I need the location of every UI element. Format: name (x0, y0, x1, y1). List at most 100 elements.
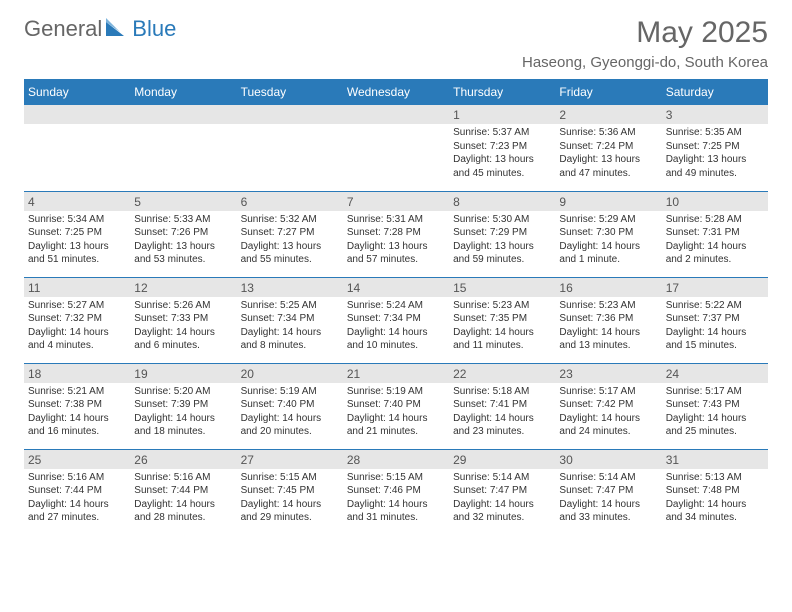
calendar-day-cell: 22Sunrise: 5:18 AMSunset: 7:41 PMDayligh… (449, 363, 555, 449)
sunset-line: Sunset: 7:26 PM (134, 226, 232, 240)
day-number: 15 (449, 278, 555, 297)
daylight-line: Daylight: 14 hours and 15 minutes. (666, 326, 764, 353)
day-data: Sunrise: 5:13 AMSunset: 7:48 PMDaylight:… (662, 469, 768, 527)
day-data: Sunrise: 5:20 AMSunset: 7:39 PMDaylight:… (130, 383, 236, 441)
sunset-line: Sunset: 7:40 PM (347, 398, 445, 412)
calendar-body: 1Sunrise: 5:37 AMSunset: 7:23 PMDaylight… (24, 105, 768, 535)
day-data: Sunrise: 5:18 AMSunset: 7:41 PMDaylight:… (449, 383, 555, 441)
day-data: Sunrise: 5:27 AMSunset: 7:32 PMDaylight:… (24, 297, 130, 355)
sunset-line: Sunset: 7:27 PM (241, 226, 339, 240)
weekday-header: Friday (555, 79, 661, 105)
day-data: Sunrise: 5:24 AMSunset: 7:34 PMDaylight:… (343, 297, 449, 355)
sunset-line: Sunset: 7:36 PM (559, 312, 657, 326)
calendar-day-cell: 30Sunrise: 5:14 AMSunset: 7:47 PMDayligh… (555, 449, 661, 535)
sunrise-line: Sunrise: 5:36 AM (559, 126, 657, 140)
weekday-header: Wednesday (343, 79, 449, 105)
calendar-day-cell: 16Sunrise: 5:23 AMSunset: 7:36 PMDayligh… (555, 277, 661, 363)
logo-text-right: Blue (132, 16, 176, 42)
calendar-day-cell: 14Sunrise: 5:24 AMSunset: 7:34 PMDayligh… (343, 277, 449, 363)
daylight-line: Daylight: 14 hours and 2 minutes. (666, 240, 764, 267)
calendar-day-cell: 8Sunrise: 5:30 AMSunset: 7:29 PMDaylight… (449, 191, 555, 277)
calendar-day-cell: 4Sunrise: 5:34 AMSunset: 7:25 PMDaylight… (24, 191, 130, 277)
daylight-line: Daylight: 14 hours and 21 minutes. (347, 412, 445, 439)
day-data: Sunrise: 5:16 AMSunset: 7:44 PMDaylight:… (24, 469, 130, 527)
sunset-line: Sunset: 7:44 PM (28, 484, 126, 498)
day-number: 24 (662, 364, 768, 383)
sunrise-line: Sunrise: 5:27 AM (28, 299, 126, 313)
sunrise-line: Sunrise: 5:13 AM (666, 471, 764, 485)
daylight-line: Daylight: 14 hours and 32 minutes. (453, 498, 551, 525)
daylight-line: Daylight: 14 hours and 20 minutes. (241, 412, 339, 439)
calendar-day-cell: 5Sunrise: 5:33 AMSunset: 7:26 PMDaylight… (130, 191, 236, 277)
sunrise-line: Sunrise: 5:18 AM (453, 385, 551, 399)
day-number (343, 105, 449, 124)
day-number: 31 (662, 450, 768, 469)
calendar-day-cell: 20Sunrise: 5:19 AMSunset: 7:40 PMDayligh… (237, 363, 343, 449)
day-number: 20 (237, 364, 343, 383)
daylight-line: Daylight: 14 hours and 6 minutes. (134, 326, 232, 353)
day-data: Sunrise: 5:17 AMSunset: 7:42 PMDaylight:… (555, 383, 661, 441)
day-data: Sunrise: 5:19 AMSunset: 7:40 PMDaylight:… (237, 383, 343, 441)
calendar-day-cell: 7Sunrise: 5:31 AMSunset: 7:28 PMDaylight… (343, 191, 449, 277)
day-data: Sunrise: 5:22 AMSunset: 7:37 PMDaylight:… (662, 297, 768, 355)
daylight-line: Daylight: 14 hours and 27 minutes. (28, 498, 126, 525)
sunrise-line: Sunrise: 5:25 AM (241, 299, 339, 313)
day-number: 6 (237, 192, 343, 211)
weekday-header: Thursday (449, 79, 555, 105)
day-data: Sunrise: 5:34 AMSunset: 7:25 PMDaylight:… (24, 211, 130, 269)
day-number: 9 (555, 192, 661, 211)
sunrise-line: Sunrise: 5:22 AM (666, 299, 764, 313)
sunset-line: Sunset: 7:37 PM (666, 312, 764, 326)
day-number: 22 (449, 364, 555, 383)
day-number: 17 (662, 278, 768, 297)
calendar-day-cell (343, 105, 449, 191)
calendar-day-cell: 21Sunrise: 5:19 AMSunset: 7:40 PMDayligh… (343, 363, 449, 449)
sunset-line: Sunset: 7:44 PM (134, 484, 232, 498)
day-data: Sunrise: 5:30 AMSunset: 7:29 PMDaylight:… (449, 211, 555, 269)
daylight-line: Daylight: 14 hours and 8 minutes. (241, 326, 339, 353)
sunrise-line: Sunrise: 5:15 AM (241, 471, 339, 485)
sunset-line: Sunset: 7:47 PM (453, 484, 551, 498)
sunset-line: Sunset: 7:45 PM (241, 484, 339, 498)
day-number: 28 (343, 450, 449, 469)
logo-triangle-icon (106, 16, 128, 42)
day-number: 13 (237, 278, 343, 297)
day-number: 30 (555, 450, 661, 469)
daylight-line: Daylight: 14 hours and 18 minutes. (134, 412, 232, 439)
calendar-week-row: 4Sunrise: 5:34 AMSunset: 7:25 PMDaylight… (24, 191, 768, 277)
sunrise-line: Sunrise: 5:26 AM (134, 299, 232, 313)
logo: General Blue (24, 16, 176, 42)
sunrise-line: Sunrise: 5:14 AM (559, 471, 657, 485)
sunrise-line: Sunrise: 5:14 AM (453, 471, 551, 485)
sunrise-line: Sunrise: 5:21 AM (28, 385, 126, 399)
day-number: 4 (24, 192, 130, 211)
sunset-line: Sunset: 7:42 PM (559, 398, 657, 412)
day-number: 14 (343, 278, 449, 297)
sunset-line: Sunset: 7:46 PM (347, 484, 445, 498)
calendar-day-cell: 18Sunrise: 5:21 AMSunset: 7:38 PMDayligh… (24, 363, 130, 449)
sunset-line: Sunset: 7:30 PM (559, 226, 657, 240)
day-number: 16 (555, 278, 661, 297)
sunrise-line: Sunrise: 5:16 AM (134, 471, 232, 485)
day-number: 10 (662, 192, 768, 211)
day-data: Sunrise: 5:37 AMSunset: 7:23 PMDaylight:… (449, 124, 555, 182)
sunrise-line: Sunrise: 5:17 AM (666, 385, 764, 399)
daylight-line: Daylight: 13 hours and 51 minutes. (28, 240, 126, 267)
sunset-line: Sunset: 7:29 PM (453, 226, 551, 240)
sunset-line: Sunset: 7:31 PM (666, 226, 764, 240)
calendar-day-cell: 24Sunrise: 5:17 AMSunset: 7:43 PMDayligh… (662, 363, 768, 449)
daylight-line: Daylight: 14 hours and 13 minutes. (559, 326, 657, 353)
calendar-day-cell (237, 105, 343, 191)
daylight-line: Daylight: 13 hours and 57 minutes. (347, 240, 445, 267)
calendar-week-row: 11Sunrise: 5:27 AMSunset: 7:32 PMDayligh… (24, 277, 768, 363)
sunrise-line: Sunrise: 5:31 AM (347, 213, 445, 227)
sunset-line: Sunset: 7:40 PM (241, 398, 339, 412)
sunset-line: Sunset: 7:47 PM (559, 484, 657, 498)
calendar-day-cell: 19Sunrise: 5:20 AMSunset: 7:39 PMDayligh… (130, 363, 236, 449)
sunrise-line: Sunrise: 5:32 AM (241, 213, 339, 227)
weekday-header: Sunday (24, 79, 130, 105)
day-number: 3 (662, 105, 768, 124)
calendar-day-cell: 6Sunrise: 5:32 AMSunset: 7:27 PMDaylight… (237, 191, 343, 277)
daylight-line: Daylight: 14 hours and 4 minutes. (28, 326, 126, 353)
day-number: 8 (449, 192, 555, 211)
